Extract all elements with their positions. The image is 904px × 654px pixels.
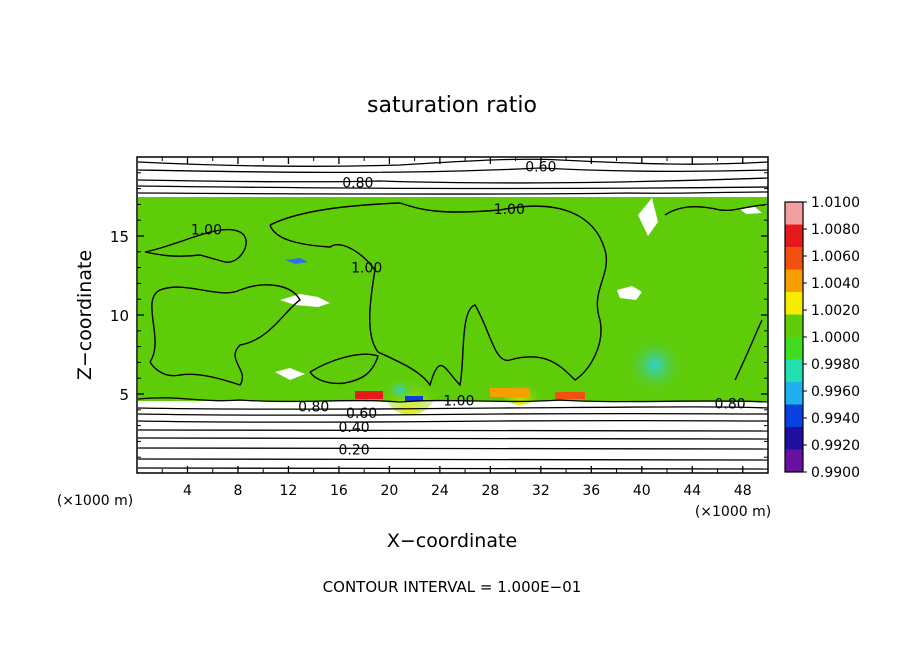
colorbar-swatch xyxy=(785,404,803,428)
x-tick-label: 44 xyxy=(683,483,701,499)
field-red-strip xyxy=(355,391,383,399)
x-tick-label: 8 xyxy=(233,483,242,499)
contour-label: 0.60 xyxy=(346,406,377,422)
contour-label: 1.00 xyxy=(351,261,382,277)
contour-label: 1.00 xyxy=(494,202,525,218)
contour-1.00 xyxy=(269,202,607,387)
outer-contours xyxy=(137,158,769,470)
y-tick-label: 15 xyxy=(110,228,129,246)
contour-label: 0.80 xyxy=(715,396,746,412)
colorbar-label: 0.9940 xyxy=(811,411,860,427)
field-moist-patch xyxy=(625,335,685,395)
x-tick-label: 12 xyxy=(280,483,298,499)
contour-interval-note: CONTOUR INTERVAL = 1.000E−01 xyxy=(323,578,582,596)
x-tick-label: 24 xyxy=(431,483,449,499)
colorbar: 1.0100 1.0080 1.0060 1.0040 1.0020 1.0000 0.99… xyxy=(784,195,860,481)
contour-1.00 xyxy=(149,284,301,386)
dry-patch xyxy=(285,258,308,264)
field-orange-strip xyxy=(555,392,585,399)
x-tick-label: 16 xyxy=(330,483,348,499)
colorbar-label: 1.0100 xyxy=(811,195,860,211)
field-orange-strip xyxy=(490,388,530,397)
colorbar-swatch xyxy=(785,382,803,405)
chart-title: saturation ratio xyxy=(367,93,537,118)
contour-1.00 xyxy=(144,228,247,263)
colorbar-label: 1.0000 xyxy=(811,330,860,346)
colorbar-label: 0.9980 xyxy=(811,357,860,373)
contour-1.00 xyxy=(309,353,379,385)
x-tick-label: 28 xyxy=(481,483,499,499)
contour-label: 0.40 xyxy=(338,420,369,436)
x-ticks: 4 8 12 16 20 24 28 32 36 40 44 48 xyxy=(161,157,752,499)
colorbar-label: 1.0040 xyxy=(811,276,860,292)
colorbar-swatch xyxy=(785,449,803,473)
colorbar-label: 1.0080 xyxy=(811,222,860,238)
colorbar-label: 0.9900 xyxy=(811,465,860,481)
colorbar-swatch xyxy=(785,359,803,383)
x-tick-label: 36 xyxy=(582,483,600,499)
contour-label: 0.80 xyxy=(298,400,329,416)
dry-patch xyxy=(275,368,305,380)
contour-1.00 xyxy=(664,204,766,216)
contour-label: 0.80 xyxy=(342,175,373,191)
colorbar-swatch xyxy=(785,314,803,338)
x-tick-label: 4 xyxy=(183,483,192,499)
colorbar-swatch xyxy=(785,202,803,225)
colorbar-swatch xyxy=(785,427,803,450)
y-ticks: 5 10 15 xyxy=(110,172,768,458)
x-tick-label: 48 xyxy=(734,483,752,499)
colorbar-label: 0.9960 xyxy=(811,384,860,400)
dry-patch xyxy=(280,294,330,307)
z-unit-label: (×1000 m) xyxy=(57,493,133,509)
x-tick-label: 32 xyxy=(532,483,550,499)
x-axis-label: X−coordinate xyxy=(387,530,517,552)
contour-label: 1.00 xyxy=(443,393,474,409)
dry-patch xyxy=(740,207,762,214)
y-axis-label: Z−coordinate xyxy=(74,250,96,380)
contour-label: 1.00 xyxy=(191,223,222,239)
field-warm-patch xyxy=(498,365,542,405)
colorbar-label: 1.0060 xyxy=(811,249,860,265)
dry-patch xyxy=(617,286,642,300)
colorbar-label: 1.0020 xyxy=(811,303,860,319)
colorbar-swatch xyxy=(785,247,803,270)
colorbar-swatch xyxy=(785,337,803,360)
y-tick-label: 5 xyxy=(119,386,129,404)
contour-labels: 0.600.801.001.001.001.000.80 0.600.400.20… xyxy=(191,159,746,458)
colorbar-label: 0.9920 xyxy=(811,438,860,454)
x-tick-label: 40 xyxy=(633,483,651,499)
dry-patch xyxy=(638,198,658,236)
colorbar-swatch xyxy=(785,269,803,293)
x-tick-label: 20 xyxy=(380,483,398,499)
colorbar-swatch xyxy=(785,292,803,315)
contour-label: 0.20 xyxy=(338,442,369,458)
colorbar-swatch xyxy=(785,224,803,248)
contour-label: 0.60 xyxy=(525,159,556,175)
saturation-field xyxy=(138,197,768,415)
x-unit-label: (×1000 m) xyxy=(695,504,771,520)
contour-1.00 xyxy=(734,319,763,381)
field-blue-strip xyxy=(405,396,423,401)
y-tick-label: 10 xyxy=(110,307,129,325)
